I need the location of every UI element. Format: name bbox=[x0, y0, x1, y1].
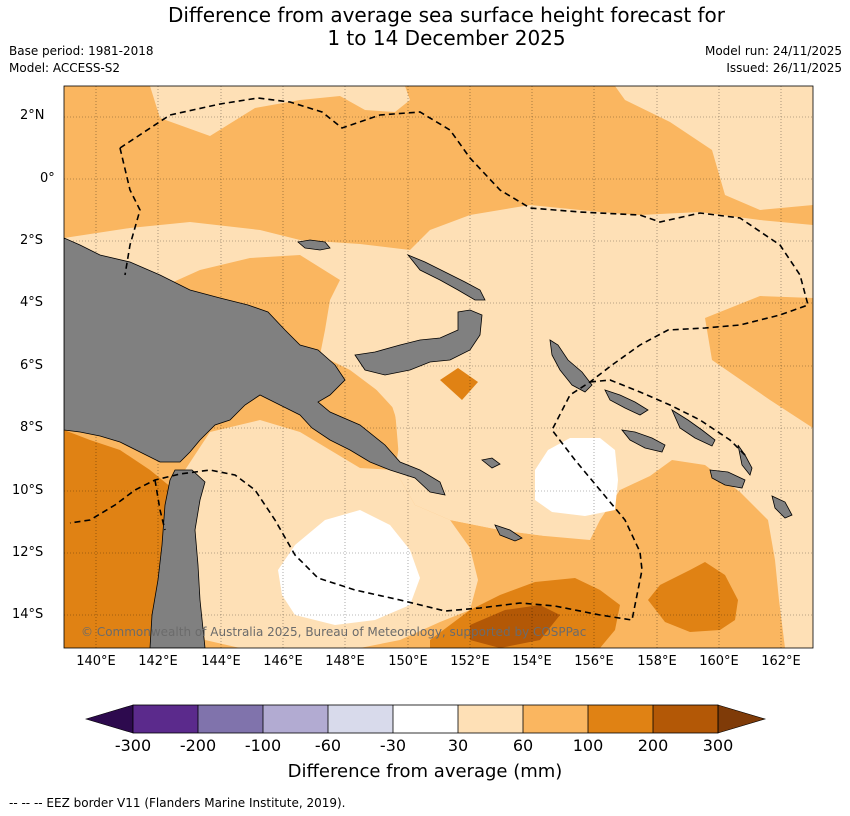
lon-label-162e: 162°E bbox=[761, 654, 801, 669]
land-new-guinea bbox=[64, 237, 446, 496]
eez-west bbox=[119, 147, 141, 276]
land-new-ireland bbox=[406, 254, 486, 301]
colorbar-swatch-3 bbox=[263, 705, 328, 733]
base-period: Base period: 1981-2018 bbox=[9, 44, 154, 58]
band-100-200-southeast bbox=[648, 562, 738, 632]
lon-label-154e: 154°E bbox=[512, 654, 552, 669]
lon-label-158e: 158°E bbox=[637, 654, 677, 669]
colorbar-tick-7: 60 bbox=[512, 736, 534, 755]
land-manus bbox=[297, 239, 331, 251]
graticule bbox=[64, 86, 813, 648]
land-new-britain bbox=[354, 309, 483, 376]
colorbar-dividers bbox=[197, 705, 654, 733]
colorbar-frame bbox=[132, 704, 719, 734]
land-makira bbox=[709, 469, 746, 489]
land-dentrecasteaux bbox=[481, 457, 501, 469]
colorbar-swatch-2 bbox=[198, 705, 263, 733]
map-frame bbox=[63, 85, 814, 649]
meta-right: Model run: 24/11/2025 Issued: 26/11/2025 bbox=[705, 43, 842, 77]
band-30-60-png-north bbox=[340, 262, 555, 536]
lat-label-12s: 12°S bbox=[12, 545, 44, 560]
band-near-zero-solomon bbox=[535, 438, 618, 516]
map-title: Difference from average sea surface heig… bbox=[0, 4, 850, 50]
lat-label-0: 0° bbox=[40, 171, 55, 186]
land-bougainville bbox=[549, 339, 593, 393]
lon-label-148e: 148°E bbox=[325, 654, 365, 669]
lat-label-10s: 10°S bbox=[12, 483, 44, 498]
colorbar-swatch-8 bbox=[588, 705, 653, 733]
model-name: Model: ACCESS-S2 bbox=[9, 61, 121, 75]
colorbar-tick-1: -300 bbox=[114, 736, 152, 755]
land-cape-york bbox=[149, 469, 206, 648]
lon-label-156e: 156°E bbox=[574, 654, 614, 669]
model-run: Model run: 24/11/2025 bbox=[704, 44, 842, 58]
land-vanuatu-north bbox=[771, 495, 793, 519]
colorbar-swatch-4 bbox=[328, 705, 393, 733]
lon-label-160e: 160°E bbox=[699, 654, 739, 669]
lat-label-2s: 2°S bbox=[20, 233, 44, 248]
issued-date: Issued: 26/11/2025 bbox=[726, 61, 842, 75]
colorbar-title: Difference from average (mm) bbox=[287, 761, 563, 782]
lon-label-142e: 142°E bbox=[138, 654, 178, 669]
colorbar-tick-4: -60 bbox=[314, 736, 342, 755]
colorbar-extend-below bbox=[84, 704, 134, 734]
lon-label-144e: 144°E bbox=[201, 654, 241, 669]
colorbar-tick-6: 30 bbox=[447, 736, 469, 755]
colorbar-tick-10: 300 bbox=[702, 736, 734, 755]
meta-left: Base period: 1981-2018 Model: ACCESS-S2 bbox=[9, 43, 154, 77]
lon-label-152e: 152°E bbox=[450, 654, 490, 669]
colorbar-swatch-7 bbox=[523, 705, 588, 733]
land-santa-isabel bbox=[604, 389, 649, 416]
lat-label-6s: 6°S bbox=[20, 358, 44, 373]
eez-legend-note: -- -- -- EEZ border V11 (Flanders Marine… bbox=[9, 796, 346, 810]
colorbar-tick-9: 200 bbox=[637, 736, 669, 755]
land-malaita bbox=[671, 408, 716, 447]
colorbar-swatch-1 bbox=[133, 705, 198, 733]
colorbar-tick-8: 100 bbox=[572, 736, 604, 755]
colorbar-tick-5: -30 bbox=[379, 736, 407, 755]
colorbar-swatch-9 bbox=[653, 705, 718, 733]
lon-label-140e: 140°E bbox=[76, 654, 116, 669]
land-guadalcanal bbox=[621, 429, 666, 453]
colorbar-swatch-5 bbox=[393, 705, 458, 733]
colorbar-tick-3: -100 bbox=[244, 736, 282, 755]
lon-label-150e: 150°E bbox=[388, 654, 428, 669]
eez-border bbox=[69, 97, 809, 621]
band-near-zero-coral bbox=[278, 510, 420, 625]
map-panel bbox=[64, 86, 813, 648]
colorbar-swatch-6 bbox=[458, 705, 523, 733]
band-100-200-small bbox=[440, 368, 478, 400]
copyright-notice: © Commonwealth of Australia 2025, Bureau… bbox=[81, 625, 587, 639]
lat-label-8s: 8°S bbox=[20, 420, 44, 435]
colorbar-tick-2: -200 bbox=[179, 736, 217, 755]
colorbar bbox=[84, 704, 767, 734]
title-line-1: Difference from average sea surface heig… bbox=[167, 3, 726, 27]
eez-solomons bbox=[589, 379, 746, 456]
title-line-2: 1 to 14 December 2025 bbox=[327, 26, 566, 50]
eez-torres bbox=[154, 479, 166, 531]
land-louisiade bbox=[494, 524, 523, 542]
band-200-300-south bbox=[470, 605, 560, 648]
colorbar-extend-above bbox=[717, 704, 767, 734]
land bbox=[64, 237, 793, 648]
lat-label-2n: 2°N bbox=[20, 108, 45, 123]
lat-label-14s: 14°S bbox=[12, 607, 44, 622]
lon-label-146e: 146°E bbox=[263, 654, 303, 669]
lat-label-4s: 4°S bbox=[20, 295, 44, 310]
